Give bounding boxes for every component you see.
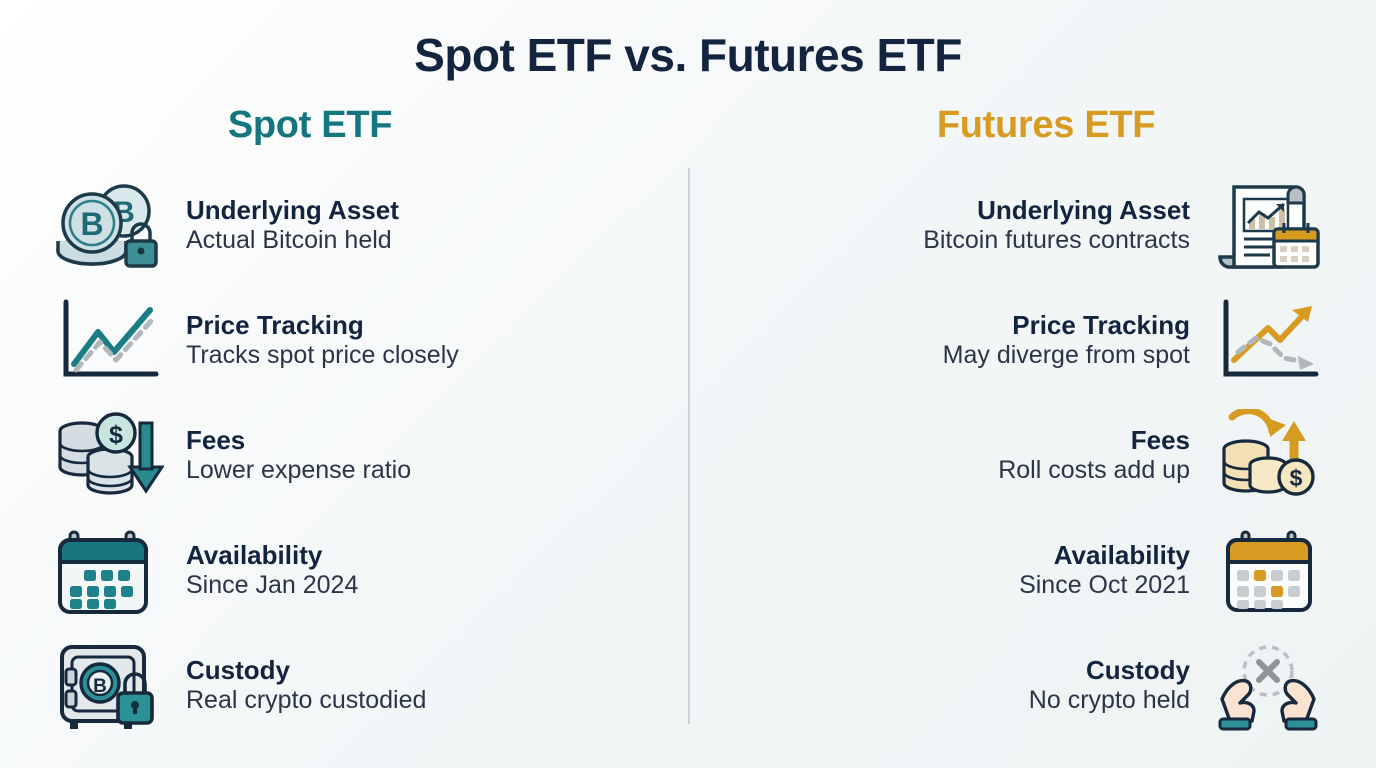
page-title: Spot ETF vs. Futures ETF [414,29,962,81]
comparison-rows: B B Underlying Asset Actual Bitcoin held [0,168,1376,743]
row-label: Price Tracking [1012,309,1190,340]
row-value: Actual Bitcoin held [186,226,392,255]
row-value: Lower expense ratio [186,456,412,485]
row-left-custody: B Custody Real crypto custodied [48,628,668,743]
row-right-availability: Availability Since Oct 2021 [708,513,1328,628]
row-value: Since Oct 2021 [1019,571,1190,600]
column-heading-spot: Spot ETF [227,104,393,146]
bitcoin-coins-lock-icon: B B [48,176,168,276]
column-divider [688,168,690,724]
svg-text:$: $ [1290,465,1303,491]
svg-text:B: B [93,676,107,697]
row-right-price-tracking: Price Tracking May diverge from spot [708,283,1328,398]
row-right-text: Availability Since Oct 2021 [1019,540,1190,602]
diverging-line-chart-icon [1208,291,1328,391]
calendar-amber-icon [1208,521,1328,621]
row-label: Underlying Asset [186,194,399,225]
svg-text:B: B [80,206,103,242]
table-row: $ Fees Lower expense ratio [0,398,1376,513]
row-left-text: Custody Real crypto custodied [186,655,426,717]
row-left-availability: Availability Since Jan 2024 [48,513,668,628]
calendar-teal-icon [48,521,168,621]
row-left-fees: $ Fees Lower expense ratio [48,398,668,513]
row-right-custody: Custody No crypto held [708,628,1328,743]
row-label: Underlying Asset [977,194,1190,225]
row-left-text: Price Tracking Tracks spot price closely [186,310,459,372]
row-label: Price Tracking [186,309,364,340]
row-value: Roll costs add up [998,456,1190,485]
table-row: B B Underlying Asset Actual Bitcoin held [0,168,1376,283]
row-label: Fees [1130,424,1190,455]
table-row: B Custody Real crypto custodied [0,628,1376,743]
row-left-text: Availability Since Jan 2024 [186,540,358,602]
column-heading-futures: Futures ETF [936,104,1156,146]
coins-dollar-down-arrow-icon: $ [48,406,168,506]
row-right-fees: $ Fees Roll costs add up [708,398,1328,513]
row-right-text: Fees Roll costs add up [998,425,1190,487]
row-right-text: Custody No crypto held [1029,655,1190,717]
table-row: Price Tracking Tracks spot price closely… [0,283,1376,398]
line-chart-tracking-icon [48,291,168,391]
row-left-underlying-asset: B B Underlying Asset Actual Bitcoin held [48,168,668,283]
row-left-text: Underlying Asset Actual Bitcoin held [186,195,399,257]
row-label: Custody [1086,654,1190,685]
row-label: Availability [186,539,323,570]
row-left-price-tracking: Price Tracking Tracks spot price closely [48,283,668,398]
empty-hands-no-crypto-icon [1208,636,1328,736]
table-row: Availability Since Jan 2024 [0,513,1376,628]
row-value: May diverge from spot [942,341,1190,370]
row-value: Tracks spot price closely [186,341,459,370]
row-label: Availability [1053,539,1190,570]
row-right-text: Underlying Asset Bitcoin futures contrac… [923,195,1190,257]
row-value: Bitcoin futures contracts [923,226,1190,255]
row-label: Fees [186,424,246,455]
row-label: Custody [186,654,290,685]
futures-contract-document-icon [1208,176,1328,276]
row-value: Since Jan 2024 [186,571,359,600]
row-value: No crypto held [1028,686,1190,715]
row-right-underlying-asset: Underlying Asset Bitcoin futures contrac… [708,168,1328,283]
vault-bitcoin-lock-icon: B [48,636,168,736]
row-right-text: Price Tracking May diverge from spot [943,310,1190,372]
row-left-text: Fees Lower expense ratio [186,425,411,487]
row-value: Real crypto custodied [186,686,427,715]
svg-text:$: $ [109,421,123,449]
coins-dollar-roll-arrow-icon: $ [1208,406,1328,506]
